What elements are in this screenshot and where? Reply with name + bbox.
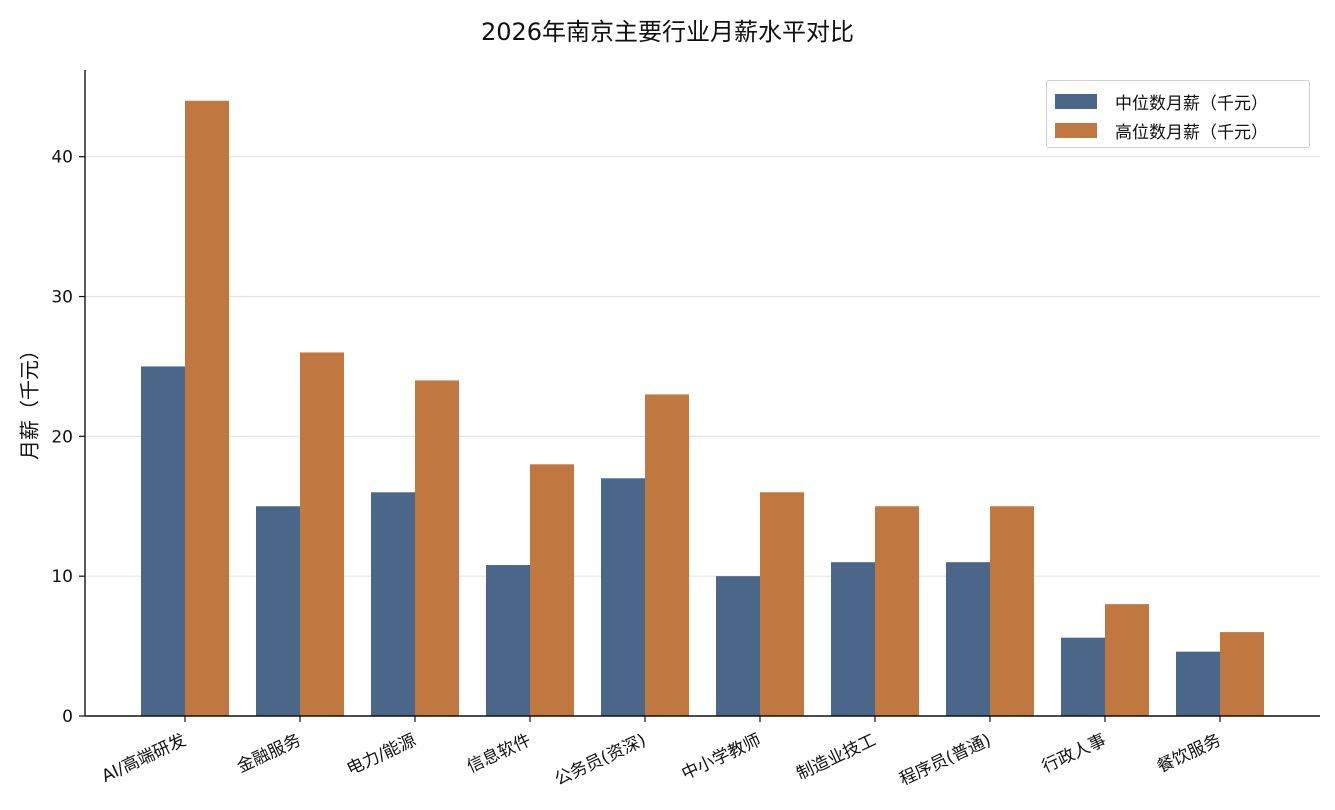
legend-swatch-median <box>1055 93 1097 109</box>
y-tick-label-40: 40 <box>51 148 73 168</box>
x-tick-label-3: 信息软件 <box>464 730 534 777</box>
bars <box>141 100 1264 716</box>
y-tick-label-10: 10 <box>51 567 73 587</box>
bar-median-8 <box>1061 637 1105 716</box>
legend-label-high: 高位数月薪（千元） <box>1115 122 1268 143</box>
x-tick-label-4: 公务员(资深) <box>552 730 650 790</box>
bar-median-2 <box>371 492 415 716</box>
bar-high-0 <box>185 100 229 716</box>
bar-median-1 <box>256 506 300 716</box>
legend-item-high: 高位数月薪（千元） <box>1055 119 1268 143</box>
bar-high-7 <box>990 506 1034 716</box>
x-tick-label-1: 金融服务 <box>234 730 304 777</box>
x-tick-label-7: 程序员(普通) <box>897 730 995 790</box>
bar-median-4 <box>601 478 645 716</box>
legend-item-median: 中位数月薪（千元） <box>1055 90 1268 114</box>
legend-swatch-high <box>1055 122 1097 138</box>
bar-high-2 <box>415 380 459 716</box>
bar-median-9 <box>1176 651 1220 716</box>
y-tick-label-30: 30 <box>51 288 73 308</box>
bar-high-8 <box>1105 604 1149 716</box>
bar-median-5 <box>716 576 760 716</box>
legend: 中位数月薪（千元） 高位数月薪（千元） <box>1046 80 1310 148</box>
bar-high-9 <box>1220 632 1264 716</box>
y-tick-label-0: 0 <box>62 707 73 727</box>
x-tick-label-6: 制造业技工 <box>794 730 879 784</box>
y-tick-label-20: 20 <box>51 427 73 447</box>
bar-median-6 <box>831 562 875 716</box>
x-tick-label-8: 行政人事 <box>1039 730 1109 777</box>
x-tick-label-5: 中小学教师 <box>679 730 764 784</box>
bar-median-0 <box>141 366 185 716</box>
bar-high-1 <box>300 352 344 716</box>
axes <box>84 70 1320 717</box>
x-ticks: AI/高端研发 金融服务 电力/能源 信息软件 公务员(资深) 中小学教师 制造业技工 程序员… <box>99 716 1224 790</box>
bar-high-6 <box>875 506 919 716</box>
y-ticks: 0 10 20 30 40 <box>51 148 85 727</box>
legend-label-median: 中位数月薪（千元） <box>1115 93 1268 114</box>
bar-median-3 <box>486 564 530 716</box>
x-tick-label-2: 电力/能源 <box>344 730 419 779</box>
bar-median-7 <box>946 562 990 716</box>
x-tick-label-9: 餐饮服务 <box>1154 730 1224 777</box>
x-tick-label-0: AI/高端研发 <box>99 730 189 786</box>
bar-high-3 <box>530 464 574 716</box>
bar-high-5 <box>760 492 804 716</box>
bar-high-4 <box>645 394 689 716</box>
chart-title: 2026年南京主要行业月薪水平对比 <box>480 18 855 46</box>
